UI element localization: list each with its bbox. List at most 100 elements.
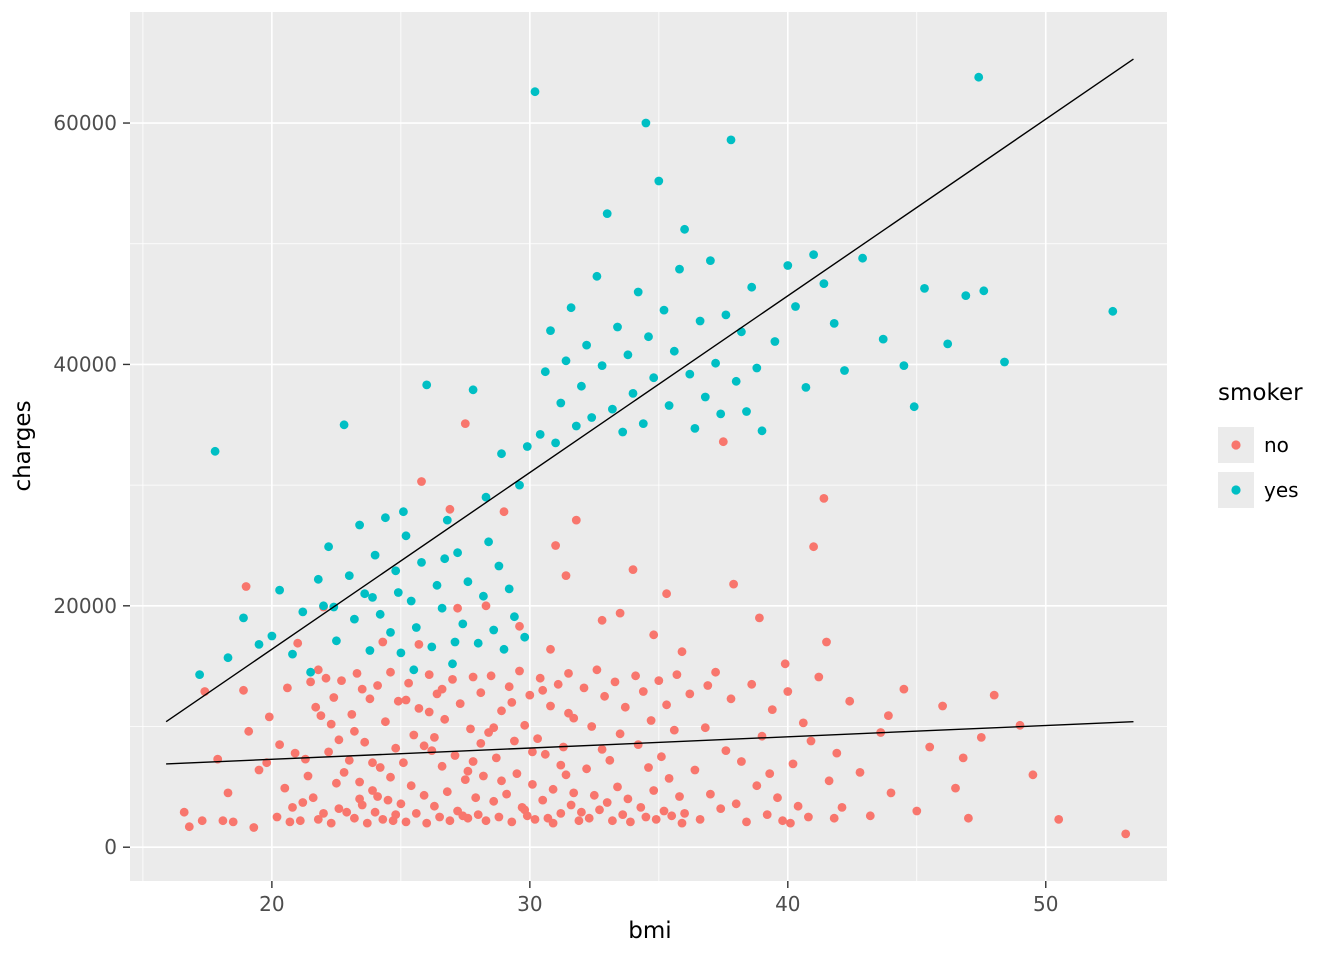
- data-point-no: [615, 608, 625, 618]
- data-point-no: [241, 582, 251, 591]
- data-point-no: [762, 810, 772, 819]
- data-point-no: [540, 749, 550, 759]
- data-point-no: [249, 823, 259, 832]
- data-point-no: [437, 761, 447, 771]
- data-point-no: [786, 818, 795, 828]
- data-point-no: [951, 783, 960, 793]
- data-point-no: [316, 711, 326, 720]
- data-point-no: [350, 813, 359, 823]
- data-point-yes: [613, 322, 622, 332]
- data-point-no: [404, 678, 413, 688]
- data-point-no: [636, 803, 646, 812]
- data-point-yes: [638, 419, 648, 428]
- data-point-no: [504, 682, 514, 692]
- data-point-no: [716, 804, 726, 813]
- data-point-no: [597, 745, 607, 754]
- data-point-no: [355, 794, 364, 804]
- data-point-no: [445, 816, 455, 826]
- data-point-yes: [406, 596, 416, 606]
- data-point-no: [520, 720, 530, 730]
- data-point-yes: [324, 542, 333, 552]
- data-point-no: [718, 437, 728, 447]
- data-point-yes: [556, 398, 566, 408]
- data-point-yes: [386, 628, 395, 637]
- data-point-no: [393, 696, 403, 706]
- data-point-no: [595, 805, 604, 815]
- data-point-no: [589, 790, 599, 800]
- data-point-no: [497, 776, 506, 786]
- data-point-no: [352, 669, 362, 678]
- data-point-no: [804, 812, 813, 822]
- data-point-yes: [899, 361, 909, 370]
- data-point-no: [793, 801, 803, 811]
- data-point-yes: [546, 326, 555, 335]
- data-point-no: [659, 806, 669, 816]
- data-point-no: [334, 804, 344, 813]
- data-point-yes: [801, 383, 811, 392]
- data-point-no: [391, 743, 401, 753]
- data-point-no: [577, 807, 586, 817]
- y-tick-label: 40000: [53, 352, 117, 376]
- data-point-no: [378, 815, 388, 824]
- data-point-yes: [450, 637, 460, 647]
- data-point-no: [584, 813, 594, 823]
- data-point-no: [711, 667, 720, 677]
- data-point-no: [476, 688, 486, 698]
- data-point-no: [368, 786, 377, 795]
- data-point-yes: [489, 625, 499, 635]
- data-point-no: [419, 790, 429, 800]
- data-point-no: [489, 796, 499, 806]
- data-point-no: [458, 811, 468, 821]
- data-point-no: [370, 807, 380, 817]
- data-point-no: [765, 769, 775, 778]
- data-point-yes: [571, 421, 581, 431]
- data-point-no: [721, 746, 731, 755]
- data-point-no: [742, 817, 751, 827]
- data-point-no: [406, 781, 416, 791]
- data-point-yes: [706, 256, 715, 265]
- data-point-yes: [731, 376, 741, 386]
- data-point-yes: [520, 632, 530, 642]
- data-point-yes: [494, 561, 504, 571]
- data-point-yes: [396, 648, 406, 658]
- data-point-no: [809, 542, 818, 552]
- data-point-yes: [313, 574, 323, 584]
- data-point-no: [515, 621, 524, 631]
- data-point-yes: [453, 548, 462, 558]
- data-point-no: [419, 741, 429, 751]
- data-point-no: [473, 810, 483, 819]
- data-point-no: [329, 693, 339, 702]
- data-point-no: [958, 753, 968, 763]
- data-point-no: [280, 783, 290, 793]
- data-point-yes: [659, 305, 669, 315]
- data-point-no: [494, 812, 504, 822]
- data-point-no: [414, 640, 424, 649]
- data-point-no: [515, 666, 524, 676]
- data-point-yes: [497, 449, 506, 459]
- data-point-no: [285, 817, 295, 827]
- data-point-no: [822, 637, 831, 647]
- data-point-no: [528, 747, 537, 757]
- data-point-no: [326, 719, 336, 729]
- data-point-no: [657, 752, 666, 762]
- data-point-no: [780, 659, 790, 669]
- data-point-yes: [267, 631, 277, 641]
- data-point-yes: [409, 665, 419, 675]
- data-point-no: [564, 669, 573, 678]
- data-point-yes: [401, 531, 411, 541]
- data-point-no: [938, 701, 947, 711]
- data-point-no: [925, 742, 935, 752]
- data-point-no: [471, 793, 481, 803]
- data-point-no: [360, 737, 370, 747]
- data-point-no: [362, 818, 372, 828]
- data-point-no: [262, 758, 272, 768]
- data-point-yes: [737, 327, 746, 337]
- data-point-no: [675, 792, 684, 801]
- data-point-no: [288, 803, 297, 812]
- data-point-no: [806, 736, 816, 746]
- data-point-no: [832, 748, 842, 758]
- fit-yes-line: [165, 58, 1134, 723]
- data-point-yes: [644, 332, 653, 342]
- data-point-no: [690, 765, 700, 775]
- data-point-no: [468, 757, 478, 766]
